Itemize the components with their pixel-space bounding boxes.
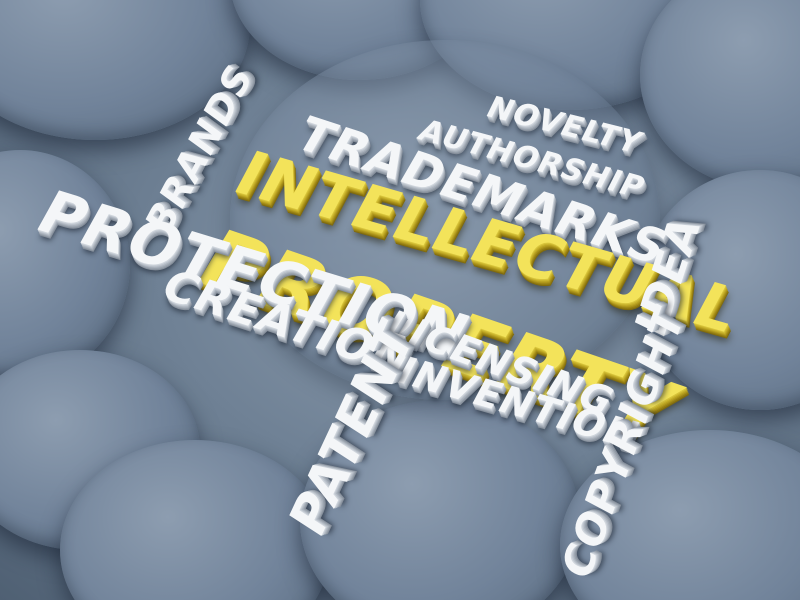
background-disc <box>230 40 660 400</box>
background-disc <box>300 400 580 600</box>
background-disc <box>640 0 800 190</box>
